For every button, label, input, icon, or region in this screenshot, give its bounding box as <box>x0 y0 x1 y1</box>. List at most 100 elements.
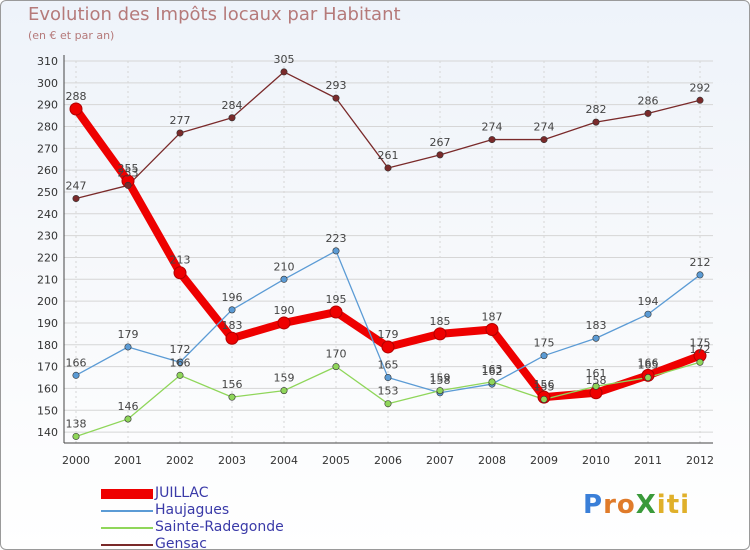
data-point <box>592 382 600 390</box>
data-point <box>228 393 236 401</box>
data-point <box>69 102 83 116</box>
data-label: 212 <box>690 256 711 269</box>
y-tick-label: 250 <box>37 186 58 199</box>
data-label: 165 <box>638 359 659 372</box>
data-point <box>433 327 447 341</box>
data-label: 155 <box>534 380 555 393</box>
data-label: 282 <box>586 103 607 116</box>
x-tick-label: 2008 <box>478 454 506 467</box>
x-tick-label: 2001 <box>114 454 142 467</box>
data-label: 284 <box>222 99 243 112</box>
data-point <box>488 378 496 386</box>
data-label: 175 <box>534 337 555 350</box>
data-label: 159 <box>430 372 451 385</box>
data-label: 305 <box>274 53 295 66</box>
data-point <box>72 432 80 440</box>
data-label: 162 <box>482 365 503 378</box>
data-point <box>277 316 291 330</box>
y-tick-label: 240 <box>37 208 58 221</box>
data-point <box>176 358 184 366</box>
series-points <box>69 68 707 440</box>
data-label: 223 <box>326 232 347 245</box>
data-point <box>280 387 288 395</box>
legend-swatch <box>101 526 153 529</box>
data-label: 159 <box>274 372 295 385</box>
data-point <box>332 363 340 371</box>
x-tick-label: 2005 <box>322 454 350 467</box>
data-point <box>384 400 392 408</box>
data-point <box>332 247 340 255</box>
data-point <box>124 415 132 423</box>
data-label: 166 <box>66 356 87 369</box>
data-label: 138 <box>66 417 87 430</box>
data-label: 172 <box>690 343 711 356</box>
data-label: 146 <box>118 400 139 413</box>
data-label: 170 <box>326 348 347 361</box>
data-label: 166 <box>638 356 659 369</box>
data-point <box>228 306 236 314</box>
y-tick-label: 180 <box>37 339 58 352</box>
x-tick-label: 2003 <box>218 454 246 467</box>
chart-subtitle: (en € et par an) <box>28 29 115 42</box>
y-tick-label: 270 <box>37 142 58 155</box>
legend-swatch <box>101 543 153 546</box>
data-point <box>176 129 184 137</box>
data-label: 277 <box>170 114 191 127</box>
chart-title: Evolution des Impôts locaux par Habitant <box>28 4 401 25</box>
data-label: 163 <box>482 363 503 376</box>
data-point <box>644 310 652 318</box>
y-tick-label: 260 <box>37 164 58 177</box>
data-label: 274 <box>534 121 555 134</box>
legend-label: Sainte-Radegonde <box>155 519 284 535</box>
grid <box>64 60 713 443</box>
data-label: 190 <box>274 304 295 317</box>
data-label: 185 <box>430 315 451 328</box>
legend-label: Gensac <box>155 536 207 550</box>
data-point <box>696 96 704 104</box>
legend-label: Haujagues <box>155 502 230 518</box>
data-point <box>280 68 288 76</box>
x-tick-label: 2002 <box>166 454 194 467</box>
y-tick-label: 310 <box>37 55 58 68</box>
data-point <box>173 266 187 280</box>
data-label: 286 <box>638 94 659 107</box>
data-label: 261 <box>378 149 399 162</box>
data-label: 253 <box>118 166 139 179</box>
data-point <box>124 343 132 351</box>
data-label: 210 <box>274 260 295 273</box>
data-label: 179 <box>378 328 399 341</box>
legend-swatch <box>101 509 153 512</box>
data-point <box>381 340 395 354</box>
y-tick-label: 230 <box>37 230 58 243</box>
data-point <box>540 136 548 144</box>
y-tick-label: 190 <box>37 317 58 330</box>
data-point <box>436 151 444 159</box>
legend-item: Sainte-Radegonde <box>101 519 284 536</box>
legend-item: Haujagues <box>101 502 284 519</box>
data-point <box>384 164 392 172</box>
data-label: 165 <box>378 359 399 372</box>
legend-item: JUILLAC <box>101 485 284 502</box>
data-label: 213 <box>170 254 191 267</box>
data-label: 175 <box>690 337 711 350</box>
proxiti-logo: ProXiti <box>583 490 691 520</box>
data-label: 247 <box>66 180 87 193</box>
y-tick-label: 200 <box>37 295 58 308</box>
axes: 140 150 160 170 180 190 200 210 220 230 240 250 260 2… <box>37 55 714 467</box>
data-label: 156 <box>534 378 555 391</box>
data-label: 183 <box>586 319 607 332</box>
x-tick-label: 2000 <box>62 454 90 467</box>
data-point <box>225 331 239 345</box>
data-point <box>592 334 600 342</box>
x-tick-label: 2010 <box>582 454 610 467</box>
data-label: 274 <box>482 121 503 134</box>
data-label: 292 <box>690 81 711 94</box>
data-point <box>280 275 288 283</box>
y-tick-label: 300 <box>37 77 58 90</box>
data-label: 187 <box>482 310 503 323</box>
data-point <box>485 322 499 336</box>
logo-text: P <box>583 490 604 520</box>
data-label: 288 <box>66 90 87 103</box>
